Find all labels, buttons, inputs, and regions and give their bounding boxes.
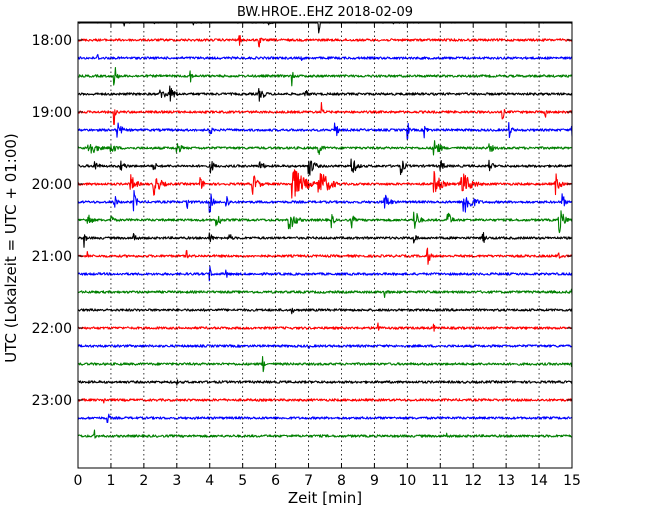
seismogram-trace [77, 140, 573, 156]
seismogram-trace [77, 231, 573, 248]
x-tick-label: 15 [563, 473, 581, 489]
x-tick-label: 11 [431, 473, 449, 489]
x-tick-label: 5 [238, 473, 247, 489]
seismogram-trace [77, 379, 573, 386]
y-tick-label: 20:00 [32, 177, 72, 193]
seismogram-trace [77, 307, 573, 315]
seismogram-trace [77, 121, 573, 140]
x-tick-label: 10 [398, 473, 416, 489]
seismogram-trace [77, 34, 573, 48]
seismogram-trace [77, 398, 573, 404]
seismogram-trace [77, 169, 573, 199]
x-tick-label: 14 [530, 473, 548, 489]
seismogram-trace [77, 102, 573, 125]
x-tick-label: 9 [370, 473, 379, 489]
seismogram-trace [77, 288, 573, 298]
seismogram-trace [77, 413, 573, 423]
seismogram-trace [77, 344, 573, 349]
seismogram-trace [77, 53, 573, 61]
ticks-layer: 0 1 2 3 4 5 6 7 8 9 10 11 12 13 14 1518:0019:0020:0021:… [32, 22, 581, 489]
x-tick-label: 3 [172, 473, 181, 489]
x-tick-label: 8 [337, 473, 346, 489]
traces-layer [77, 22, 573, 439]
seismogram-trace [77, 356, 573, 373]
seismogram-trace [77, 158, 573, 176]
y-tick-label: 18:00 [32, 33, 72, 49]
x-axis-label: Zeit [min] [288, 489, 362, 507]
y-tick-label: 23:00 [32, 393, 72, 409]
x-tick-label: 12 [464, 473, 482, 489]
x-tick-label: 2 [139, 473, 148, 489]
seismogram-trace [77, 429, 573, 439]
y-tick-label: 22:00 [32, 321, 72, 337]
y-tick-label: 21:00 [32, 249, 72, 265]
y-tick-label: 19:00 [32, 105, 72, 121]
x-tick-label: 1 [106, 473, 115, 489]
seismogram-trace [77, 189, 573, 213]
x-tick-label: 6 [271, 473, 280, 489]
seismogram-trace [77, 322, 573, 332]
x-tick-label: 7 [304, 473, 313, 489]
x-tick-label: 0 [74, 473, 83, 489]
chart-title: BW.HROE..EHZ 2018-02-09 [237, 5, 413, 20]
plot-frame [77, 21, 573, 469]
seismogram-trace [77, 265, 573, 282]
seismogram-trace [77, 66, 573, 87]
seismogram-trace [77, 210, 573, 234]
seismogram-trace [77, 22, 573, 34]
x-tick-label: 13 [497, 473, 515, 489]
seismogram-trace [77, 85, 573, 102]
x-tick-label: 4 [205, 473, 214, 489]
y-axis-label: UTC (Lokalzeit = UTC + 01:00) [2, 133, 20, 363]
seismogram-trace [77, 247, 573, 265]
